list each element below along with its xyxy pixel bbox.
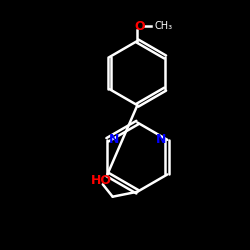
Text: O: O: [134, 20, 145, 32]
Text: N: N: [108, 133, 119, 146]
Text: N: N: [156, 133, 166, 146]
Text: HO: HO: [91, 174, 112, 187]
Text: CH₃: CH₃: [155, 21, 173, 31]
